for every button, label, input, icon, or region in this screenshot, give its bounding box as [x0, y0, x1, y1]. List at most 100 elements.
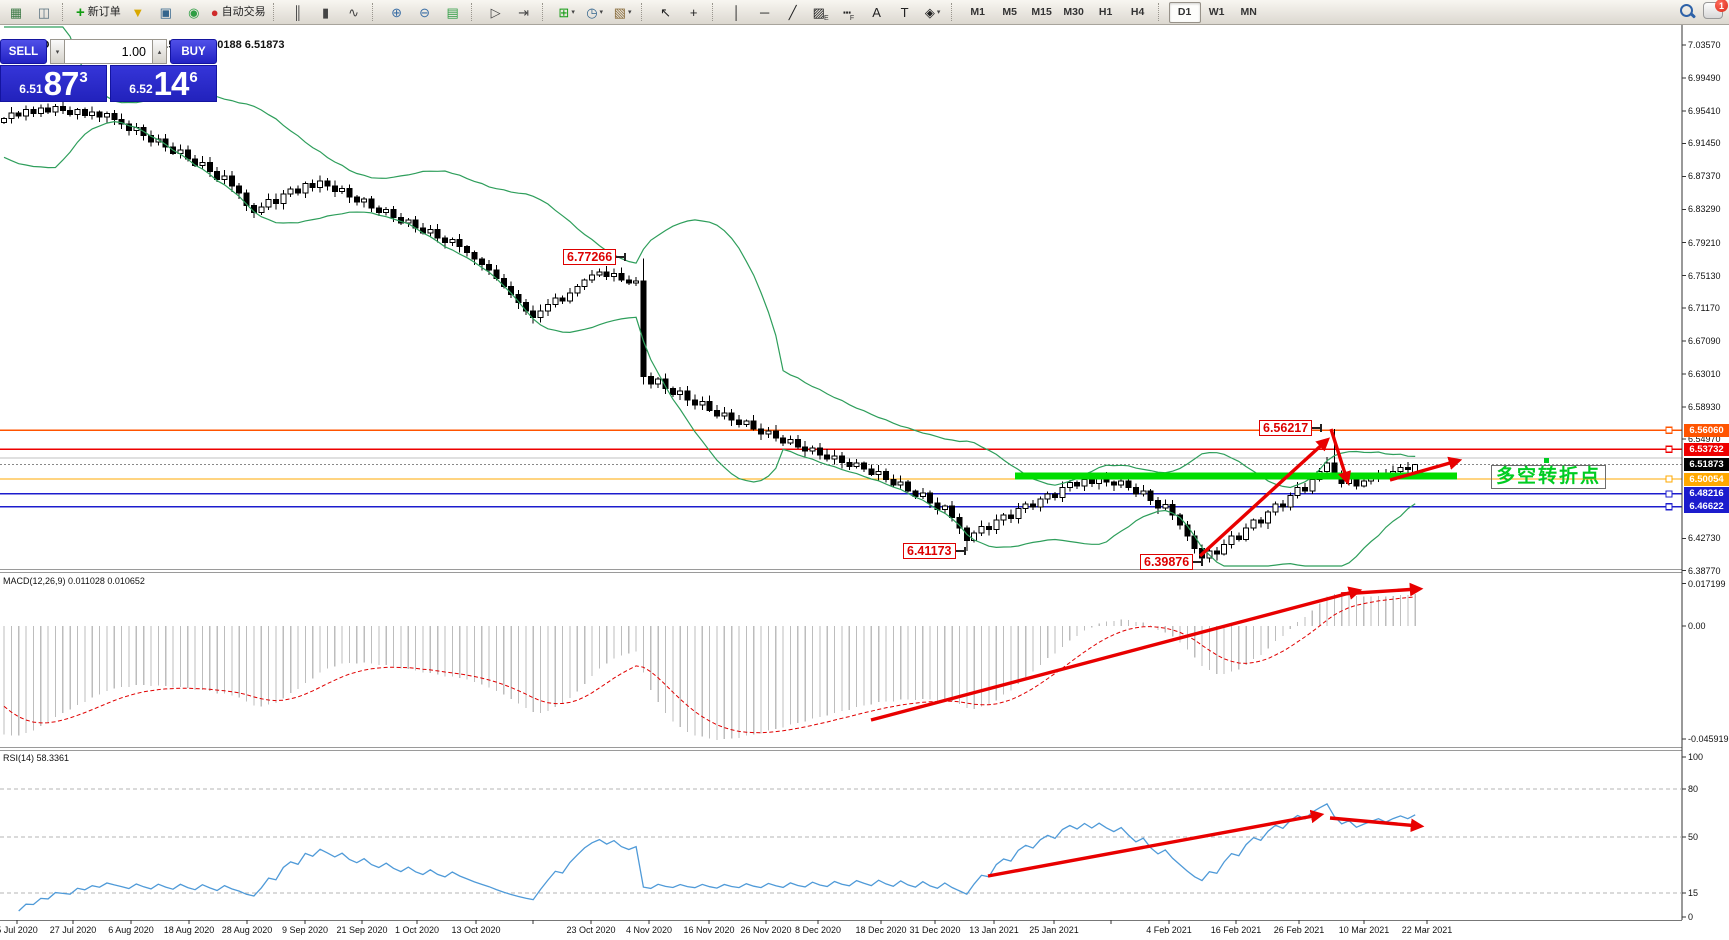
- time-axis-label: 4 Nov 2020: [625, 925, 673, 935]
- time-axis-label: 28 Aug 2020: [221, 925, 273, 935]
- vertical-line-button[interactable]: │: [723, 1, 751, 24]
- auto-scroll-button[interactable]: ▷: [482, 1, 510, 24]
- price-axis-label: 6.63010: [1688, 368, 1721, 379]
- price-flag-6-39876: 6.39876: [1140, 554, 1204, 570]
- timeframe-m5-button[interactable]: M5: [1002, 6, 1017, 18]
- sell-price-display[interactable]: 6.51 87 3: [0, 65, 107, 102]
- trend-line-button[interactable]: ╱: [779, 1, 807, 24]
- new-order-button[interactable]: + 新订单: [73, 1, 124, 24]
- chart-profiles-button[interactable]: ◫: [30, 1, 58, 24]
- time-axis-label: 25 Jan 2021: [1029, 925, 1079, 935]
- rsi-line: [18, 803, 1416, 912]
- price-flag-6-41173: 6.41173: [903, 543, 965, 559]
- price-axis-label: 6.79210: [1688, 237, 1721, 248]
- text-button[interactable]: A: [863, 1, 891, 24]
- timeframe-w1-button[interactable]: W1: [1208, 6, 1225, 18]
- timeframe-h4-button[interactable]: H4: [1130, 6, 1145, 18]
- price-axis-label: 6.42730: [1688, 533, 1721, 544]
- indicators-list-button[interactable]: ⊞ ▾: [553, 1, 581, 24]
- support-band: [1015, 472, 1457, 480]
- price-line-tag: 6.56060: [1684, 423, 1729, 437]
- pivot-annotation: 多空转折点: [1491, 465, 1607, 489]
- buy-price-display[interactable]: 6.52 14 6: [110, 65, 217, 102]
- buy-price-big: 14: [153, 65, 190, 102]
- time-axis-label: 10 Mar 2021: [1338, 925, 1390, 935]
- auto-trading-button[interactable]: ● 自动交易: [208, 1, 269, 24]
- toolbar-separator: [711, 3, 720, 21]
- buy-button[interactable]: BUY: [170, 39, 217, 64]
- price-flag-6-56217: 6.56217: [1259, 420, 1323, 436]
- fibonacci-sub-label: F: [849, 14, 855, 22]
- templates-dropdown-icon[interactable]: ▾: [628, 8, 632, 16]
- price-axis-label: 6.83290: [1688, 204, 1721, 215]
- search-icon[interactable]: [1679, 3, 1697, 19]
- bars-chart-button[interactable]: ║: [284, 1, 312, 24]
- timeframe-h1-button[interactable]: H1: [1098, 6, 1113, 18]
- candles-chart-icon: ▮: [322, 4, 330, 20]
- tile-windows-button[interactable]: ▤: [439, 1, 467, 24]
- time-axis-label: 13 Oct 2020: [451, 925, 501, 935]
- notifications-icon[interactable]: 1: [1703, 0, 1728, 19]
- zoom-in-button[interactable]: ⊕: [383, 1, 411, 24]
- volume-up-button[interactable]: ▴: [152, 39, 167, 64]
- templates-button[interactable]: ▧ ▾: [609, 1, 637, 24]
- chart-shift-button[interactable]: ⇥: [510, 1, 538, 24]
- price-axis-label: 6.75130: [1688, 270, 1721, 281]
- time-axis-label: 18 Dec 2020: [855, 925, 907, 935]
- periods-button[interactable]: ◷ ▾: [581, 1, 609, 24]
- price-line-tag: 6.46622: [1684, 500, 1729, 514]
- one-click-trade-panel: SELL ▾ ▴ BUY 6.51 87 3 6.52 14 6: [0, 39, 217, 102]
- price-line-tag: 6.53732: [1684, 442, 1729, 456]
- price-axis-label: 6.99490: [1688, 73, 1721, 84]
- timeframe-m1-button[interactable]: M1: [970, 6, 985, 18]
- rsi-axis-label: 0: [1688, 912, 1694, 922]
- macd-axis-label: 0.017199: [1688, 578, 1726, 589]
- pivot-annotation-text: 多空转折点: [1496, 466, 1602, 487]
- candles-chart-button[interactable]: ▮: [312, 1, 340, 24]
- sell-button[interactable]: SELL: [0, 39, 47, 64]
- time-axis-label: 16 Nov 2020: [683, 925, 735, 935]
- templates-icon: ▧: [613, 4, 627, 20]
- zoom-out-button[interactable]: ⊖: [411, 1, 439, 24]
- price-axis-label: 6.67090: [1688, 335, 1721, 346]
- vertical-line-icon: │: [732, 4, 741, 20]
- notification-badge: 1: [1715, 0, 1728, 12]
- timeframe-mn-button[interactable]: MN: [1240, 6, 1257, 18]
- crosshair-button[interactable]: +: [680, 1, 708, 24]
- terminal-icon: ▣: [159, 4, 172, 20]
- history-center-button[interactable]: ▼: [124, 1, 152, 24]
- rsi-panel: [0, 788, 1682, 912]
- volume-input[interactable]: [65, 39, 152, 64]
- arrows-shapes-dropdown-icon[interactable]: ▾: [936, 8, 941, 16]
- volume-down-button[interactable]: ▾: [50, 39, 65, 64]
- timeframe-m15-button[interactable]: M15: [1031, 6, 1052, 18]
- market-signals-button[interactable]: ◉: [180, 1, 208, 24]
- bid-price-tag: 6.51873: [1684, 457, 1729, 471]
- price-axis-label: 6.87370: [1688, 171, 1721, 182]
- fibonacci-button[interactable]: ┅ F: [835, 1, 863, 24]
- arrows-shapes-button[interactable]: ◈ ▾: [919, 1, 947, 24]
- time-axis-label: 22 Mar 2021: [1401, 925, 1453, 935]
- horizontal-line-button[interactable]: ─: [751, 1, 779, 24]
- auto-scroll-icon: ▷: [490, 4, 501, 20]
- line-chart-button[interactable]: ∿: [340, 1, 368, 24]
- price-axis-label: 6.91450: [1688, 138, 1721, 149]
- new-chart-button[interactable]: ▦: [2, 1, 30, 24]
- text-label-button[interactable]: T: [891, 1, 919, 24]
- cursor-button[interactable]: ↖: [652, 1, 680, 24]
- rsi-axis-label: 100: [1688, 752, 1704, 762]
- toolbar-separator: [1157, 3, 1166, 21]
- time-axis-label: 21 Sep 2020: [336, 925, 388, 935]
- indicators-list-dropdown-icon[interactable]: ▾: [571, 8, 575, 16]
- terminal-button[interactable]: ▣: [152, 1, 180, 24]
- timeframe-m30-button[interactable]: M30: [1063, 6, 1084, 18]
- timeframe-d1-button[interactable]: D1: [1168, 1, 1201, 23]
- time-axis-label: 18 Aug 2020: [163, 925, 215, 935]
- periods-dropdown-icon[interactable]: ▾: [599, 8, 604, 16]
- macd-label: MACD(12,26,9) 0.011028 0.010652: [3, 576, 145, 586]
- cursor-icon: ↖: [660, 4, 672, 20]
- time-axis-label: 26 Feb 2021: [1273, 925, 1325, 935]
- equidistant-channel-button[interactable]: ▨ E: [807, 1, 835, 24]
